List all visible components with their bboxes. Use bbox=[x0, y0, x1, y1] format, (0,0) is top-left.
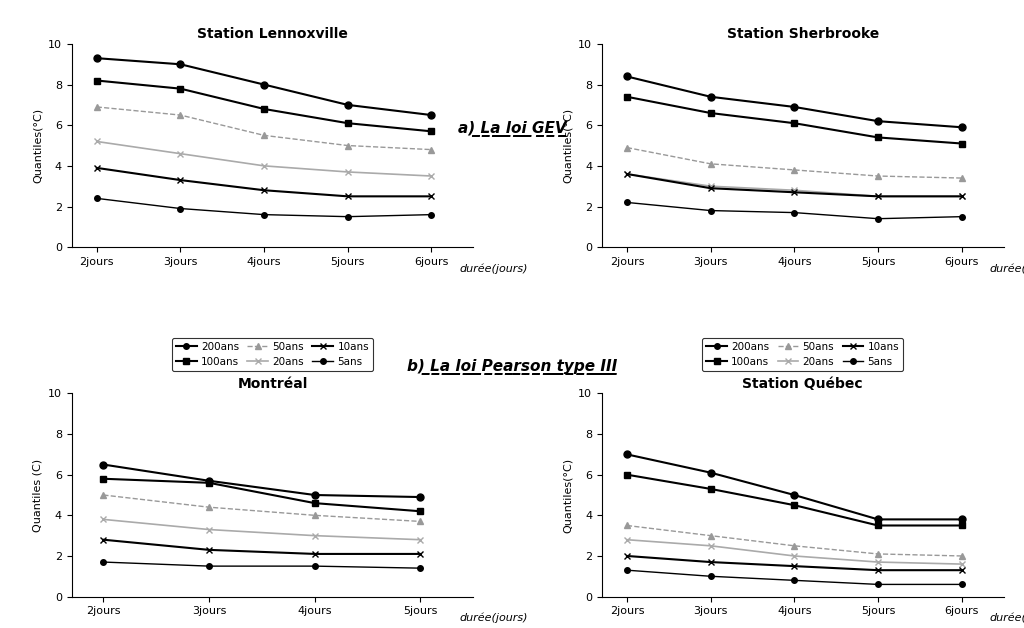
X-axis label: durée(jours): durée(jours) bbox=[989, 613, 1024, 624]
Text: b) ̲L̲a̲ ̲l̲o̲i̲ ̲P̲e̲a̲r̲s̲o̲n̲ ̲t̲y̲p̲e̲ ̲I̲I̲I̲: b) ̲L̲a̲ ̲l̲o̲i̲ ̲P̲e̲a̲r̲s̲o̲n̲ ̲t̲y̲p̲… bbox=[407, 359, 617, 376]
X-axis label: durée(jours): durée(jours) bbox=[989, 263, 1024, 274]
Legend: 200ans, 100ans, 50ans, 20ans, 10ans, 5ans: 200ans, 100ans, 50ans, 20ans, 10ans, 5an… bbox=[702, 338, 903, 371]
Y-axis label: Quantiles(°C): Quantiles(°C) bbox=[33, 108, 42, 183]
Title: Montréal: Montréal bbox=[238, 377, 307, 391]
Title: Station Lennoxville: Station Lennoxville bbox=[197, 28, 348, 41]
Y-axis label: Quantiles (C): Quantiles (C) bbox=[33, 458, 42, 531]
Text: a) ̲L̲a̲ ̲l̲o̲i̲ ̲G̲E̲V̲: a) ̲L̲a̲ ̲l̲o̲i̲ ̲G̲E̲V̲ bbox=[458, 121, 566, 137]
Title: Station Québec: Station Québec bbox=[742, 377, 863, 391]
Legend: 200ans, 100ans, 50ans, 20ans, 10ans, 5ans: 200ans, 100ans, 50ans, 20ans, 10ans, 5an… bbox=[172, 338, 373, 371]
X-axis label: durée(jours): durée(jours) bbox=[459, 263, 527, 274]
Y-axis label: Quantiles(°C): Quantiles(°C) bbox=[562, 108, 572, 183]
X-axis label: durée(jours): durée(jours) bbox=[459, 613, 527, 624]
Title: Station Sherbrooke: Station Sherbrooke bbox=[727, 28, 879, 41]
Y-axis label: Quantiles(°C): Quantiles(°C) bbox=[562, 457, 572, 533]
